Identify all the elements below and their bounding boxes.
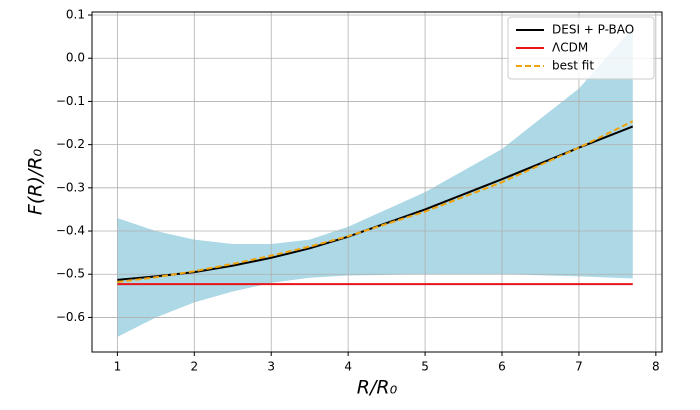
x-tick-label: 8 — [652, 360, 660, 374]
x-tick-label: 4 — [344, 360, 352, 374]
y-tick-label: 0.0 — [66, 51, 85, 65]
confidence-band — [117, 27, 633, 337]
y-tick-label: −0.2 — [56, 137, 85, 151]
x-axis-label: R/R₀ — [357, 377, 398, 399]
plot-frame — [91, 11, 663, 353]
y-tick-label: 0.1 — [66, 8, 85, 22]
legend-box — [507, 16, 655, 80]
x-tick-label: 6 — [498, 360, 506, 374]
legend-label: ΛCDM — [552, 41, 588, 55]
x-tick-label: 2 — [190, 360, 198, 374]
x-tick-label: 1 — [114, 360, 122, 374]
y-tick-label: −0.1 — [56, 94, 85, 108]
series-line — [117, 120, 634, 284]
y-tick-label: −0.6 — [56, 310, 85, 324]
y-tick-label: −0.3 — [56, 180, 85, 194]
y-tick-label: −0.4 — [56, 224, 85, 238]
x-tick-label: 3 — [267, 360, 275, 374]
x-tick-label: 5 — [421, 360, 429, 374]
legend-label: best fit — [552, 59, 594, 73]
y-tick-label: −0.5 — [56, 267, 85, 281]
x-tick-label: 7 — [575, 360, 583, 374]
legend-label: DESI + P-BAO — [552, 23, 634, 37]
y-axis-label: F(R)/R₀ — [25, 149, 47, 216]
